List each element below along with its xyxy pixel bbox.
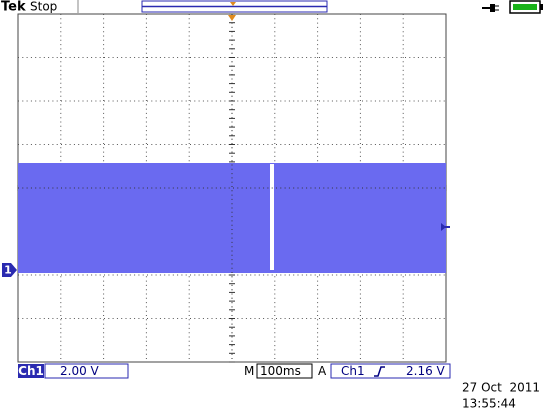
time-per-div: 100ms (260, 364, 301, 378)
time-label: M (244, 364, 254, 378)
power-icon (482, 4, 499, 12)
battery-icon (509, 0, 543, 14)
channel: Ch1 (18, 364, 44, 378)
trigger-level: 2.16 V (406, 364, 446, 378)
time: 13:55:44 (462, 397, 516, 411)
time-box (256, 363, 313, 379)
volts-box (44, 363, 129, 379)
trigger-position (228, 15, 236, 21)
waveform-gap (270, 164, 274, 270)
channel-marker-bg (2, 263, 17, 277)
record-marker (230, 2, 236, 6)
date: 27 Oct 2011 (462, 381, 540, 395)
trigger-box (330, 363, 451, 379)
waveform (18, 163, 446, 273)
volts-per-div: 2.00 V (60, 364, 100, 378)
status: Stop (30, 0, 57, 14)
trigger-label: A (318, 364, 327, 378)
channel-marker: 1 (4, 264, 12, 277)
trigger-channel: Ch1 (341, 364, 365, 378)
brand: Tek (1, 0, 26, 15)
channel-badge (18, 364, 44, 378)
edge-symbol (374, 366, 385, 377)
